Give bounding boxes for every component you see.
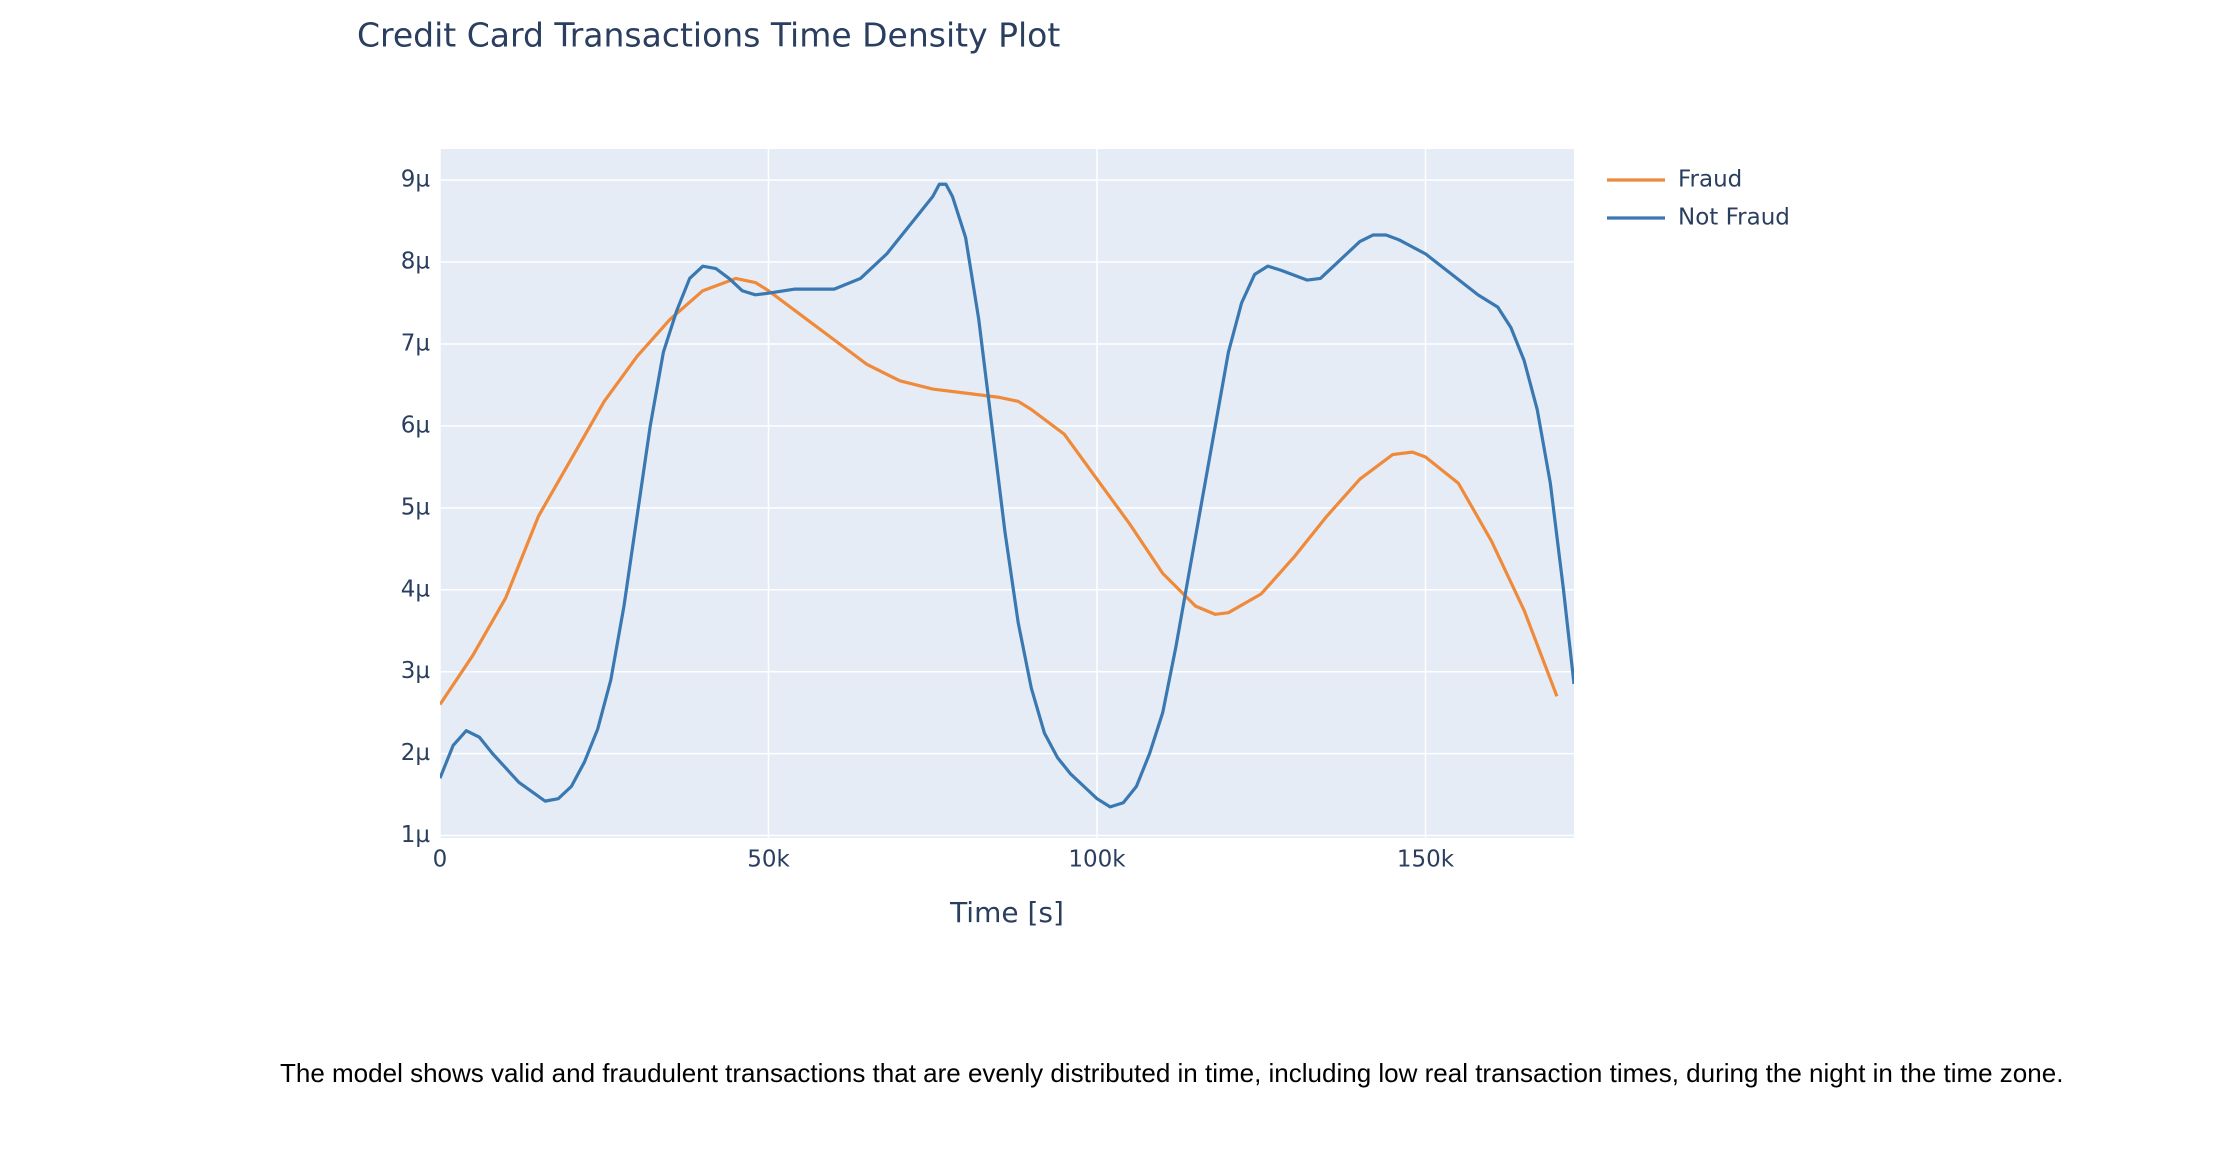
x-tick-label: 50k [747, 847, 790, 873]
grid [439, 149, 1574, 838]
y-tick-label: 1µ [401, 822, 431, 848]
x-tick-label: 100k [1068, 847, 1126, 873]
y-tick-label: 6µ [401, 412, 431, 438]
lines [440, 182, 1574, 809]
y-tick-label: 2µ [401, 740, 431, 766]
plot-background [440, 149, 1574, 838]
y-tick-label: 8µ [401, 249, 431, 275]
legend-label: Not Fraud [1678, 205, 1790, 231]
series-line [440, 276, 1559, 706]
legend-label: Fraud [1678, 167, 1742, 193]
y-tick-label: 5µ [401, 494, 431, 520]
caption: The model shows valid and fraudulent tra… [280, 1058, 2064, 1088]
y-tick-label: 3µ [401, 658, 431, 684]
x-axis-title: Time [s] [949, 896, 1064, 929]
y-tick-label: 4µ [401, 576, 431, 602]
labels: 1µ 2µ 3µ 4µ 5µ 6µ 7µ 8µ 9µ 0 50k 100k 150k Fraud Not F… [401, 167, 1790, 873]
x-tick-label: 0 [433, 847, 448, 873]
y-tick-label: 7µ [401, 330, 431, 356]
x-tick-label: 150k [1397, 847, 1455, 873]
series-line [440, 182, 1574, 809]
y-tick-label: 9µ [401, 167, 431, 193]
chart-title: Credit Card Transactions Time Density Pl… [357, 16, 1060, 55]
chart: Credit Card Transactions Time Density Pl… [357, 16, 1790, 930]
